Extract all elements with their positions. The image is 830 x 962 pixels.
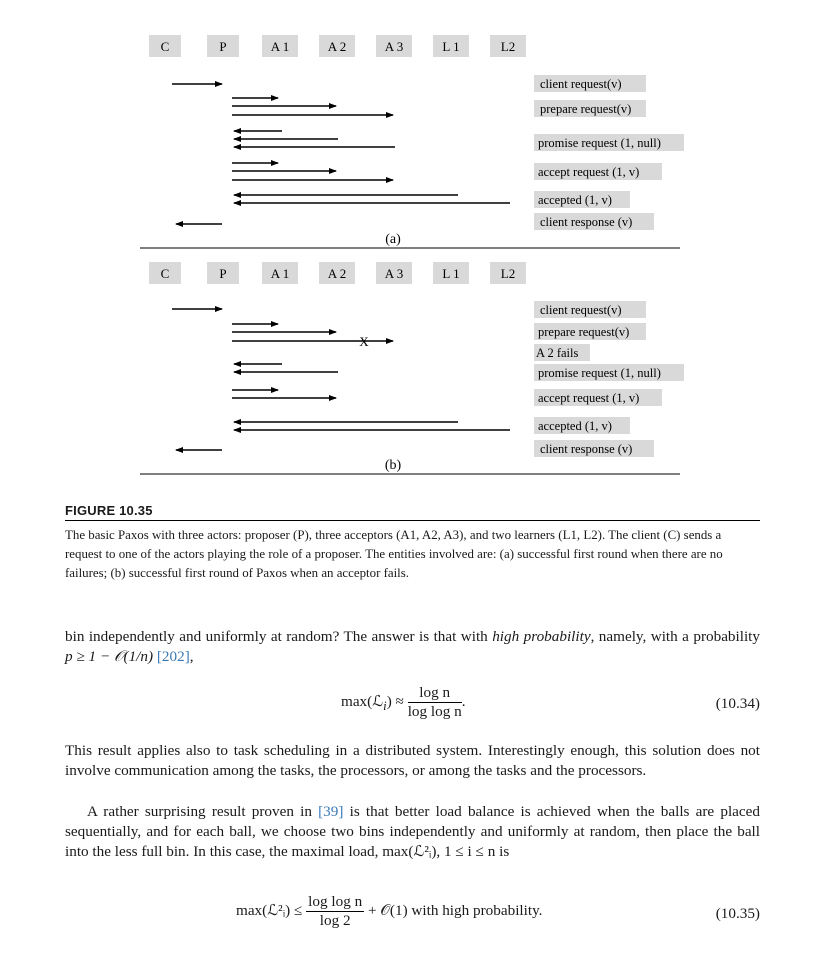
- actor-box-l1: [433, 35, 469, 57]
- msg-a-promise-request: promise request (1, null): [538, 136, 661, 150]
- paxos-figure: C P A 1 A 2 A 3 L 1 L2 clien: [140, 35, 684, 475]
- eq1-lhs: max(ℒ: [341, 692, 384, 710]
- paragraph-load-balance: A rather surprising result proven in [39…: [65, 802, 760, 862]
- msg-b-prepare-request: prepare request(v): [538, 325, 629, 339]
- eq1-denominator: log log n: [407, 703, 462, 720]
- paragraph-high-probability: bin independently and uniformly at rando…: [65, 627, 760, 667]
- actor-box-l2: [490, 35, 526, 57]
- eq2-tail: + 𝒪(1) with high probability.: [367, 901, 543, 919]
- p3-text-c: is: [495, 843, 510, 860]
- msg-a-prepare-request: prepare request(v): [540, 102, 631, 116]
- eq2-fraction: log log n log 2: [306, 893, 365, 930]
- panel-b-label: (b): [385, 458, 402, 473]
- actor-label-l2: L2: [501, 39, 515, 54]
- panel-a-label: (a): [385, 232, 401, 247]
- actor-label-l2: L2: [501, 266, 515, 281]
- msg-b-client-request: client request(v): [540, 303, 622, 317]
- actor-label-a3: A 3: [385, 39, 403, 54]
- actor-label-a2: A 2: [328, 266, 346, 281]
- citation-39[interactable]: [39]: [318, 803, 344, 820]
- actor-box-a3: [376, 262, 412, 284]
- figure-title: FIGURE 10.35: [65, 503, 153, 518]
- panel-a-actors: C P A 1 A 2 A 3 L 1 L2: [149, 35, 526, 57]
- panel-b-arrows: [172, 306, 510, 453]
- msg-b-accepted: accepted (1, v): [538, 419, 612, 433]
- eq1-rhs: ) ≈: [386, 692, 404, 710]
- actor-label-p: P: [219, 266, 226, 281]
- actor-label-c: C: [161, 39, 170, 54]
- eq2-denominator: log 2: [319, 912, 351, 929]
- equation-10-34: max(ℒi) ≈ log n log log n.: [341, 684, 466, 721]
- actor-box-a2: [319, 35, 355, 57]
- figure-caption: The basic Paxos with three actors: propo…: [65, 528, 723, 580]
- p1-text-b: , namely, with a probability: [590, 628, 760, 645]
- msg-a-accepted: accepted (1, v): [538, 193, 612, 207]
- equation-number-10-35: (10.35): [715, 905, 760, 922]
- eq1-numerator: log n: [407, 684, 462, 703]
- p1-math: p ≥ 1 − 𝒪(1/n): [65, 648, 154, 665]
- p3-math: max(ℒ²ᵢ), 1 ≤ i ≤ n: [382, 843, 496, 860]
- actor-label-l1: L 1: [442, 39, 459, 54]
- actor-label-c: C: [161, 266, 170, 281]
- p3-text-a: A rather surprising result proven in: [87, 803, 319, 820]
- eq1-tail: .: [461, 692, 466, 710]
- panel-b-labels: client request(v) prepare request(v) A 2…: [534, 301, 684, 457]
- msg-a-accept-request: accept request (1, v): [538, 165, 639, 179]
- msg-b-a2-fails: A 2 fails: [536, 346, 578, 360]
- panel-b-actors: C P A 1 A 2 A 3 L 1 L2: [149, 262, 526, 284]
- actor-box-c: [149, 35, 181, 57]
- failure-mark: X: [359, 334, 369, 349]
- panel-a-arrows: [172, 81, 510, 227]
- eq2-numerator: log log n: [306, 893, 365, 912]
- figure-title-rule: [65, 520, 760, 521]
- msg-a-client-request: client request(v): [540, 77, 622, 91]
- actor-box-a3: [376, 35, 412, 57]
- paxos-diagram: C P A 1 A 2 A 3 L 1 L2 clien: [140, 35, 684, 475]
- citation-202[interactable]: [202]: [156, 648, 190, 665]
- actor-label-a3: A 3: [385, 266, 403, 281]
- panel-a-labels: client request(v) prepare request(v) pro…: [534, 75, 684, 230]
- actor-label-l1: L 1: [442, 266, 459, 281]
- eq1-fraction: log n log log n: [407, 684, 462, 721]
- p1-text-a: bin independently and uniformly at rando…: [65, 628, 493, 645]
- paragraph-task-scheduling: This result applies also to task schedul…: [65, 742, 760, 779]
- eq1-sub: i: [383, 699, 387, 714]
- p3-text-b: is that better load balance is achieved …: [65, 803, 760, 860]
- eq2-lhs: max(ℒ²ᵢ) ≤: [236, 901, 303, 919]
- actor-box-a2: [319, 262, 355, 284]
- actor-box-a1: [262, 262, 298, 284]
- actor-box-l1: [433, 262, 469, 284]
- msg-b-promise-request: promise request (1, null): [538, 366, 661, 380]
- p1-text-c: ,: [189, 648, 194, 665]
- actor-label-a1: A 1: [271, 266, 289, 281]
- msg-b-client-response: client response (v): [540, 442, 632, 456]
- actor-label-a1: A 1: [271, 39, 289, 54]
- p1-emphasis: high probability: [492, 628, 591, 645]
- equation-10-35: max(ℒ²ᵢ) ≤ log log n log 2 + 𝒪(1) with hi…: [236, 893, 542, 930]
- actor-box-p: [207, 35, 239, 57]
- msg-b-accept-request: accept request (1, v): [538, 391, 639, 405]
- actor-box-p: [207, 262, 239, 284]
- actor-label-p: P: [219, 39, 226, 54]
- actor-box-a1: [262, 35, 298, 57]
- actor-box-c: [149, 262, 181, 284]
- equation-number-10-34: (10.34): [715, 695, 760, 712]
- msg-a-client-response: client response (v): [540, 215, 632, 229]
- actor-label-a2: A 2: [328, 39, 346, 54]
- actor-box-l2: [490, 262, 526, 284]
